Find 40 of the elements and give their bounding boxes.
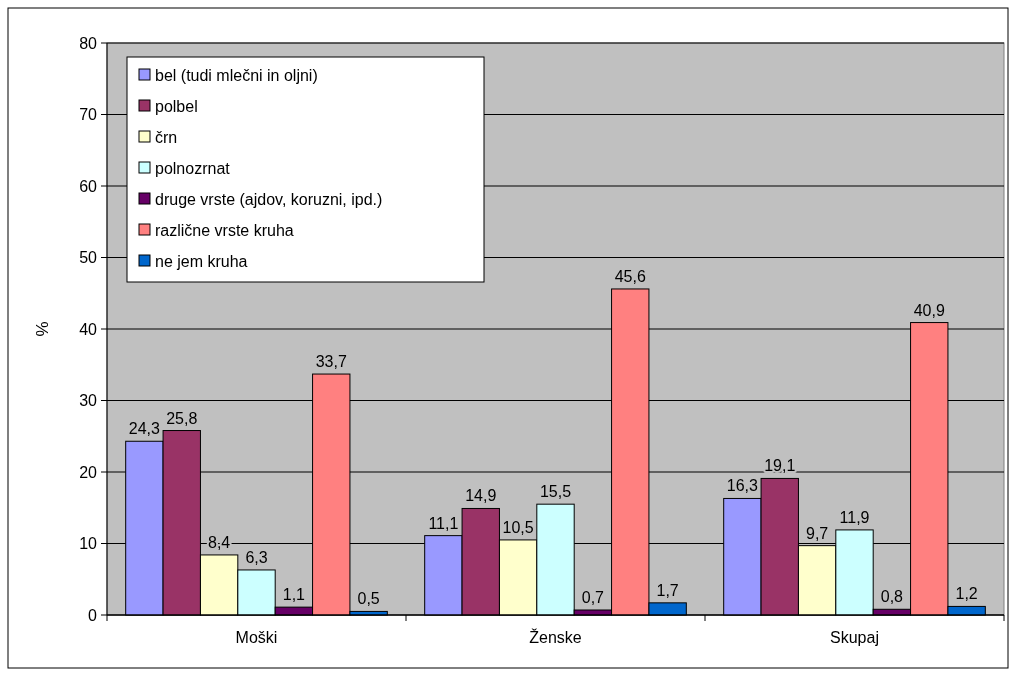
data-label: 11,1 [428,514,459,532]
data-label: 25,8 [166,409,198,427]
y-tick-label: 10 [79,535,98,553]
data-label: 15,5 [539,483,572,501]
legend-label: druge vrste (ajdov, koruzni, ipd.) [155,190,383,208]
data-label: 14,9 [465,487,497,505]
y-tick-label: 0 [88,606,98,624]
data-label: 0,8 [880,588,904,606]
data-label: 45,6 [614,267,646,285]
legend-label: polbel [155,97,198,115]
data-label: 40,9 [913,301,945,319]
data-label: 1,7 [656,581,679,599]
legend-label: polnozrnat [155,159,231,177]
y-tick-label: 60 [79,177,98,195]
data-label: 19,1 [764,457,796,475]
y-tick-label: 70 [79,106,98,124]
legend-label: bel (tudi mlečni in oljni) [155,66,318,84]
data-label: 24,3 [128,420,161,438]
legend-label: črn [155,128,178,146]
legend-label: različne vrste kruha [155,221,294,239]
x-tick-label: Moški [235,629,278,646]
data-label: 33,7 [315,353,347,371]
data-label: 6,3 [245,548,268,566]
y-tick-label: 20 [79,463,98,481]
y-axis-title: % [33,321,52,337]
data-label: 9,7 [806,524,829,542]
data-label: 11,9 [839,508,870,526]
data-label: 1,1 [282,586,306,604]
x-tick-label: Ženske [529,628,582,646]
data-label: 16,3 [726,477,759,495]
x-tick-label: Skupaj [830,629,879,646]
data-label: 10,5 [502,518,534,536]
y-tick-label: 30 [79,392,98,410]
y-tick-label: 40 [79,320,98,338]
data-label: 0,7 [581,588,605,606]
data-label: 1,2 [955,585,978,603]
legend-label: ne jem kruha [155,252,248,270]
data-label: 0,5 [357,590,380,608]
y-tick-label: 80 [79,34,98,52]
y-tick-label: 50 [79,249,98,267]
